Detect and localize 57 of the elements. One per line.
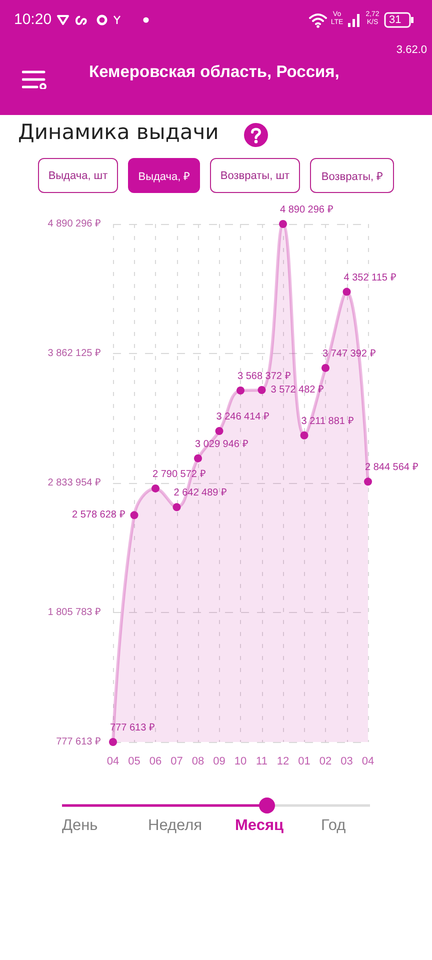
text: День	[62, 817, 98, 835]
button: Выдача, шт	[38, 158, 118, 193]
y-tick-label: 3 862 125 ₽	[48, 348, 101, 359]
x-tick-label: 05	[128, 756, 140, 768]
point	[109, 738, 117, 746]
data-label: 2 578 628 ₽	[72, 510, 126, 521]
button: Выдача, ₽	[128, 158, 200, 193]
data-label: 777 613 ₽	[110, 722, 155, 734]
x-tick-label: 04	[106, 756, 120, 768]
text: Год	[321, 817, 346, 835]
y-tick-label: 4 890 296 ₽	[48, 218, 101, 230]
x-tick-label: 10	[234, 756, 247, 768]
point	[258, 386, 266, 394]
point	[130, 511, 138, 520]
text: 3.62.0	[396, 44, 427, 56]
x-tick-label: 06	[149, 756, 162, 768]
y-tick-label: 1 805 783 ₽	[48, 607, 101, 618]
chart-title: Динамика выдачи	[18, 120, 219, 144]
data-label: 3 568 372 ₽	[238, 371, 291, 382]
point	[152, 484, 160, 492]
data-label: 3 747 392 ₽	[322, 348, 376, 360]
point	[342, 288, 351, 296]
data-label: 2 642 489 ₽	[174, 488, 228, 499]
point	[322, 364, 330, 372]
point	[279, 220, 287, 228]
data-label: 3 211 881 ₽	[301, 416, 354, 427]
x-tick-label: 11	[256, 756, 268, 768]
point	[172, 503, 181, 512]
point	[215, 427, 224, 436]
text: Кемеровская область, Россия,	[89, 63, 340, 82]
data-label: 4 890 296 ₽	[280, 204, 334, 216]
data-label: 3 246 414 ₽	[216, 412, 270, 423]
x-tick-label: 01	[298, 756, 310, 768]
x-tick-label: 07	[170, 756, 183, 768]
y-tick-label: 2 833 954 ₽	[48, 478, 101, 488]
button: Возвраты, шт	[210, 158, 300, 193]
data-label: 3 029 946 ₽	[195, 438, 248, 450]
point	[236, 386, 244, 394]
x-tick-label: 09	[213, 756, 226, 768]
text: 10:20	[14, 11, 52, 28]
data-label: 2 844 564 ₽	[365, 462, 418, 474]
text: Месяц	[235, 817, 284, 835]
x-tick-label: 02	[319, 756, 332, 768]
data-label: 3 572 482 ₽	[270, 384, 324, 396]
x-tick-label: 08	[192, 756, 204, 768]
button: Возвраты, ₽	[310, 158, 394, 193]
text: Неделя	[148, 817, 202, 835]
data-label: 4 352 115 ₽	[344, 272, 396, 284]
point	[300, 431, 308, 440]
y-tick-label: 777 613 ₽	[56, 736, 101, 748]
x-tick-label: 04	[362, 756, 374, 768]
x-tick-label: 12	[276, 756, 290, 768]
point	[364, 478, 372, 486]
x-tick-label: 03	[340, 756, 353, 768]
text: 31	[389, 13, 402, 27]
point	[194, 454, 202, 462]
data-label: 2 790 572 ₽	[152, 468, 206, 480]
